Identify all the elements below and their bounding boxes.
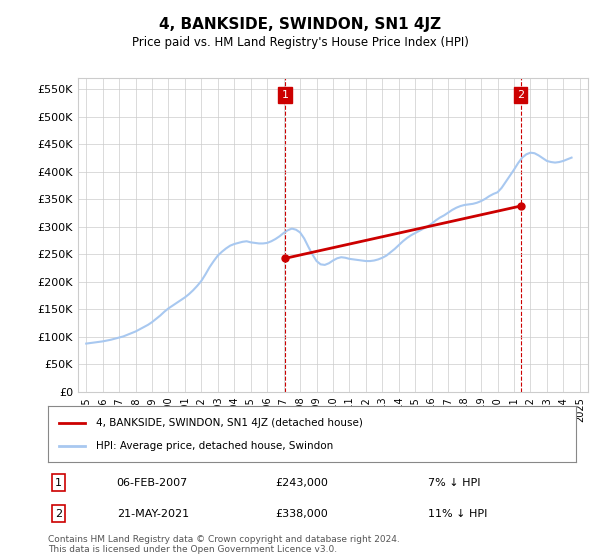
Text: 21-MAY-2021: 21-MAY-2021 (116, 508, 189, 519)
Text: HPI: Average price, detached house, Swindon: HPI: Average price, detached house, Swin… (95, 441, 333, 451)
Text: 4, BANKSIDE, SWINDON, SN1 4JZ: 4, BANKSIDE, SWINDON, SN1 4JZ (159, 17, 441, 32)
Text: 2: 2 (517, 90, 524, 100)
Text: £243,000: £243,000 (275, 478, 328, 488)
Text: 2: 2 (55, 508, 62, 519)
Text: 7% ↓ HPI: 7% ↓ HPI (428, 478, 481, 488)
Text: Contains HM Land Registry data © Crown copyright and database right 2024.
This d: Contains HM Land Registry data © Crown c… (48, 535, 400, 554)
Text: Price paid vs. HM Land Registry's House Price Index (HPI): Price paid vs. HM Land Registry's House … (131, 36, 469, 49)
Text: £338,000: £338,000 (275, 508, 328, 519)
Text: 11% ↓ HPI: 11% ↓ HPI (428, 508, 488, 519)
Text: 06-FEB-2007: 06-FEB-2007 (116, 478, 188, 488)
Text: 1: 1 (55, 478, 62, 488)
Text: 1: 1 (282, 90, 289, 100)
Text: 4, BANKSIDE, SWINDON, SN1 4JZ (detached house): 4, BANKSIDE, SWINDON, SN1 4JZ (detached … (95, 418, 362, 428)
